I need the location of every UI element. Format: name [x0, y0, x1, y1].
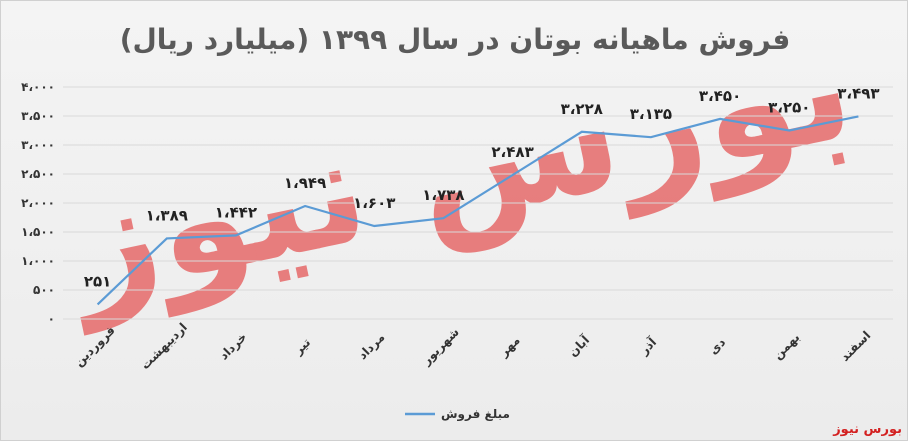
gridlines: [63, 86, 893, 320]
legend: مبلغ فروش: [405, 407, 510, 422]
data-label: ۳،۴۵۰: [699, 87, 741, 105]
y-axis-ticks: ۰ ۵۰۰ ۱،۰۰۰ ۱،۵۰۰ ۲،۰۰۰ ۲،۵۰۰ ۳،۰۰۰ ۳،۵۰۰ ۴،۰۰۰: [21, 80, 55, 326]
source-label: بورس نیوز: [832, 422, 902, 437]
y-tick-label: ۵۰۰: [33, 283, 55, 297]
data-label: ۱،۹۴۹: [284, 174, 326, 192]
y-tick-label: ۳،۰۰۰: [21, 138, 55, 152]
x-tick-label: بهمن: [770, 330, 802, 362]
y-tick-label: ۰: [48, 312, 55, 326]
data-label: ۱،۳۸۹: [146, 206, 188, 224]
series-line: [96, 115, 859, 306]
data-label: ۲،۴۸۳: [491, 143, 533, 161]
y-tick-label: ۳،۵۰۰: [21, 109, 55, 123]
data-label: ۱،۷۳۸: [422, 186, 464, 204]
y-tick-label: ۱،۵۰۰: [21, 225, 55, 239]
data-label: ۱،۶۰۳: [353, 194, 395, 212]
y-tick-label: ۲،۰۰۰: [21, 196, 55, 210]
y-tick-label: ۴،۰۰۰: [21, 80, 55, 94]
x-axis-categories: فروردین اردیبهشت خرداد تیر مرداد شهریور مهر آبا…: [72, 320, 874, 372]
data-label: ۱،۴۴۲: [215, 203, 257, 221]
x-tick-label: مهر: [496, 333, 523, 360]
x-tick-label: دی: [706, 335, 728, 357]
data-label: ۳،۴۹۳: [837, 84, 879, 102]
data-label: ۲۵۱: [84, 272, 111, 290]
data-label: ۳،۱۳۵: [630, 105, 672, 123]
x-tick-label: مرداد: [355, 330, 387, 362]
x-tick-label: اسفند: [838, 328, 874, 364]
y-tick-label: ۲،۵۰۰: [21, 167, 55, 181]
chart-title: فروش ماهیانه بوتان در سال ۱۳۹۹ (میلیارد …: [120, 23, 791, 56]
legend-label: مبلغ فروش: [441, 407, 510, 422]
data-label: ۳،۲۵۰: [768, 99, 810, 117]
x-tick-label: خرداد: [217, 330, 250, 363]
y-tick-label: ۱،۰۰۰: [21, 254, 55, 268]
x-tick-label: تیر: [291, 335, 314, 358]
x-tick-label: اردیبهشت: [138, 320, 190, 372]
x-tick-label: آبان: [565, 332, 593, 360]
x-tick-label: آذر: [636, 334, 660, 358]
data-labels: ۲۵۱ ۱،۳۸۹ ۱،۴۴۲ ۱،۹۴۹ ۱،۶۰۳ ۱،۷۳۸ ۲،۴۸۳ ۳،۲۲۸ ۳،…: [84, 84, 880, 290]
data-label: ۳،۲۲۸: [561, 100, 603, 118]
x-tick-label: شهریور: [419, 325, 463, 369]
